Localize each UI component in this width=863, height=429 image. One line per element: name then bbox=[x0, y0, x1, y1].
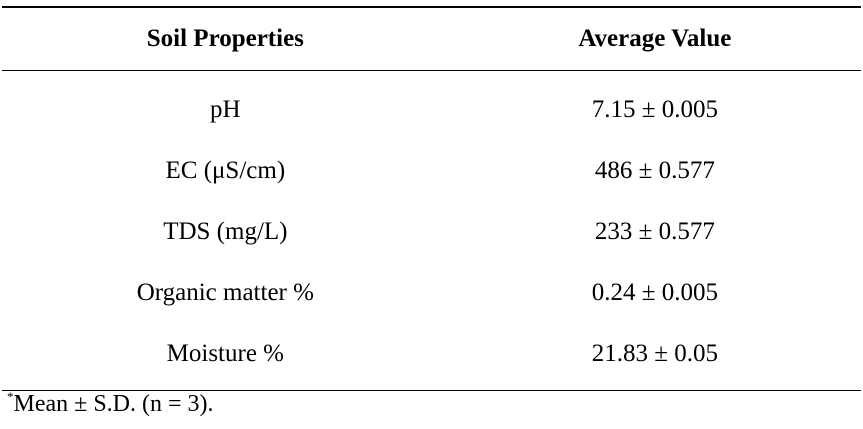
table-row: TDS (mg/L) 233 ± 0.577 bbox=[2, 201, 861, 262]
table-header-row: Soil Properties Average Value bbox=[2, 7, 861, 71]
soil-properties-table-container: Soil Properties Average Value pH 7.15 ± … bbox=[2, 6, 861, 391]
property-cell: EC (μS/cm) bbox=[165, 156, 286, 184]
header-soil-properties: Soil Properties bbox=[146, 25, 304, 52]
table-footnote: *Mean ± S.D. (n = 3). bbox=[7, 389, 214, 418]
table-row: Moisture % 21.83 ± 0.05 bbox=[2, 323, 861, 391]
property-cell: Organic matter % bbox=[136, 278, 314, 306]
table-row: EC (μS/cm) 486 ± 0.577 bbox=[2, 140, 861, 201]
value-cell: 21.83 ± 0.05 bbox=[591, 339, 718, 367]
table-row: pH 7.15 ± 0.005 bbox=[2, 71, 861, 141]
value-cell: 486 ± 0.577 bbox=[594, 156, 715, 184]
value-cell: 7.15 ± 0.005 bbox=[591, 95, 718, 123]
header-average-value: Average Value bbox=[578, 25, 732, 52]
property-cell: pH bbox=[210, 95, 241, 123]
value-cell: 0.24 ± 0.005 bbox=[591, 278, 718, 306]
property-cell: Moisture % bbox=[166, 339, 285, 367]
value-cell: 233 ± 0.577 bbox=[594, 217, 715, 245]
soil-properties-table: Soil Properties Average Value pH 7.15 ± … bbox=[2, 6, 861, 391]
table-row: Organic matter % 0.24 ± 0.005 bbox=[2, 262, 861, 323]
property-cell: TDS (mg/L) bbox=[163, 217, 288, 245]
footnote-text: Mean ± S.D. (n = 3). bbox=[13, 391, 214, 417]
footnote-marker: * bbox=[7, 389, 14, 404]
